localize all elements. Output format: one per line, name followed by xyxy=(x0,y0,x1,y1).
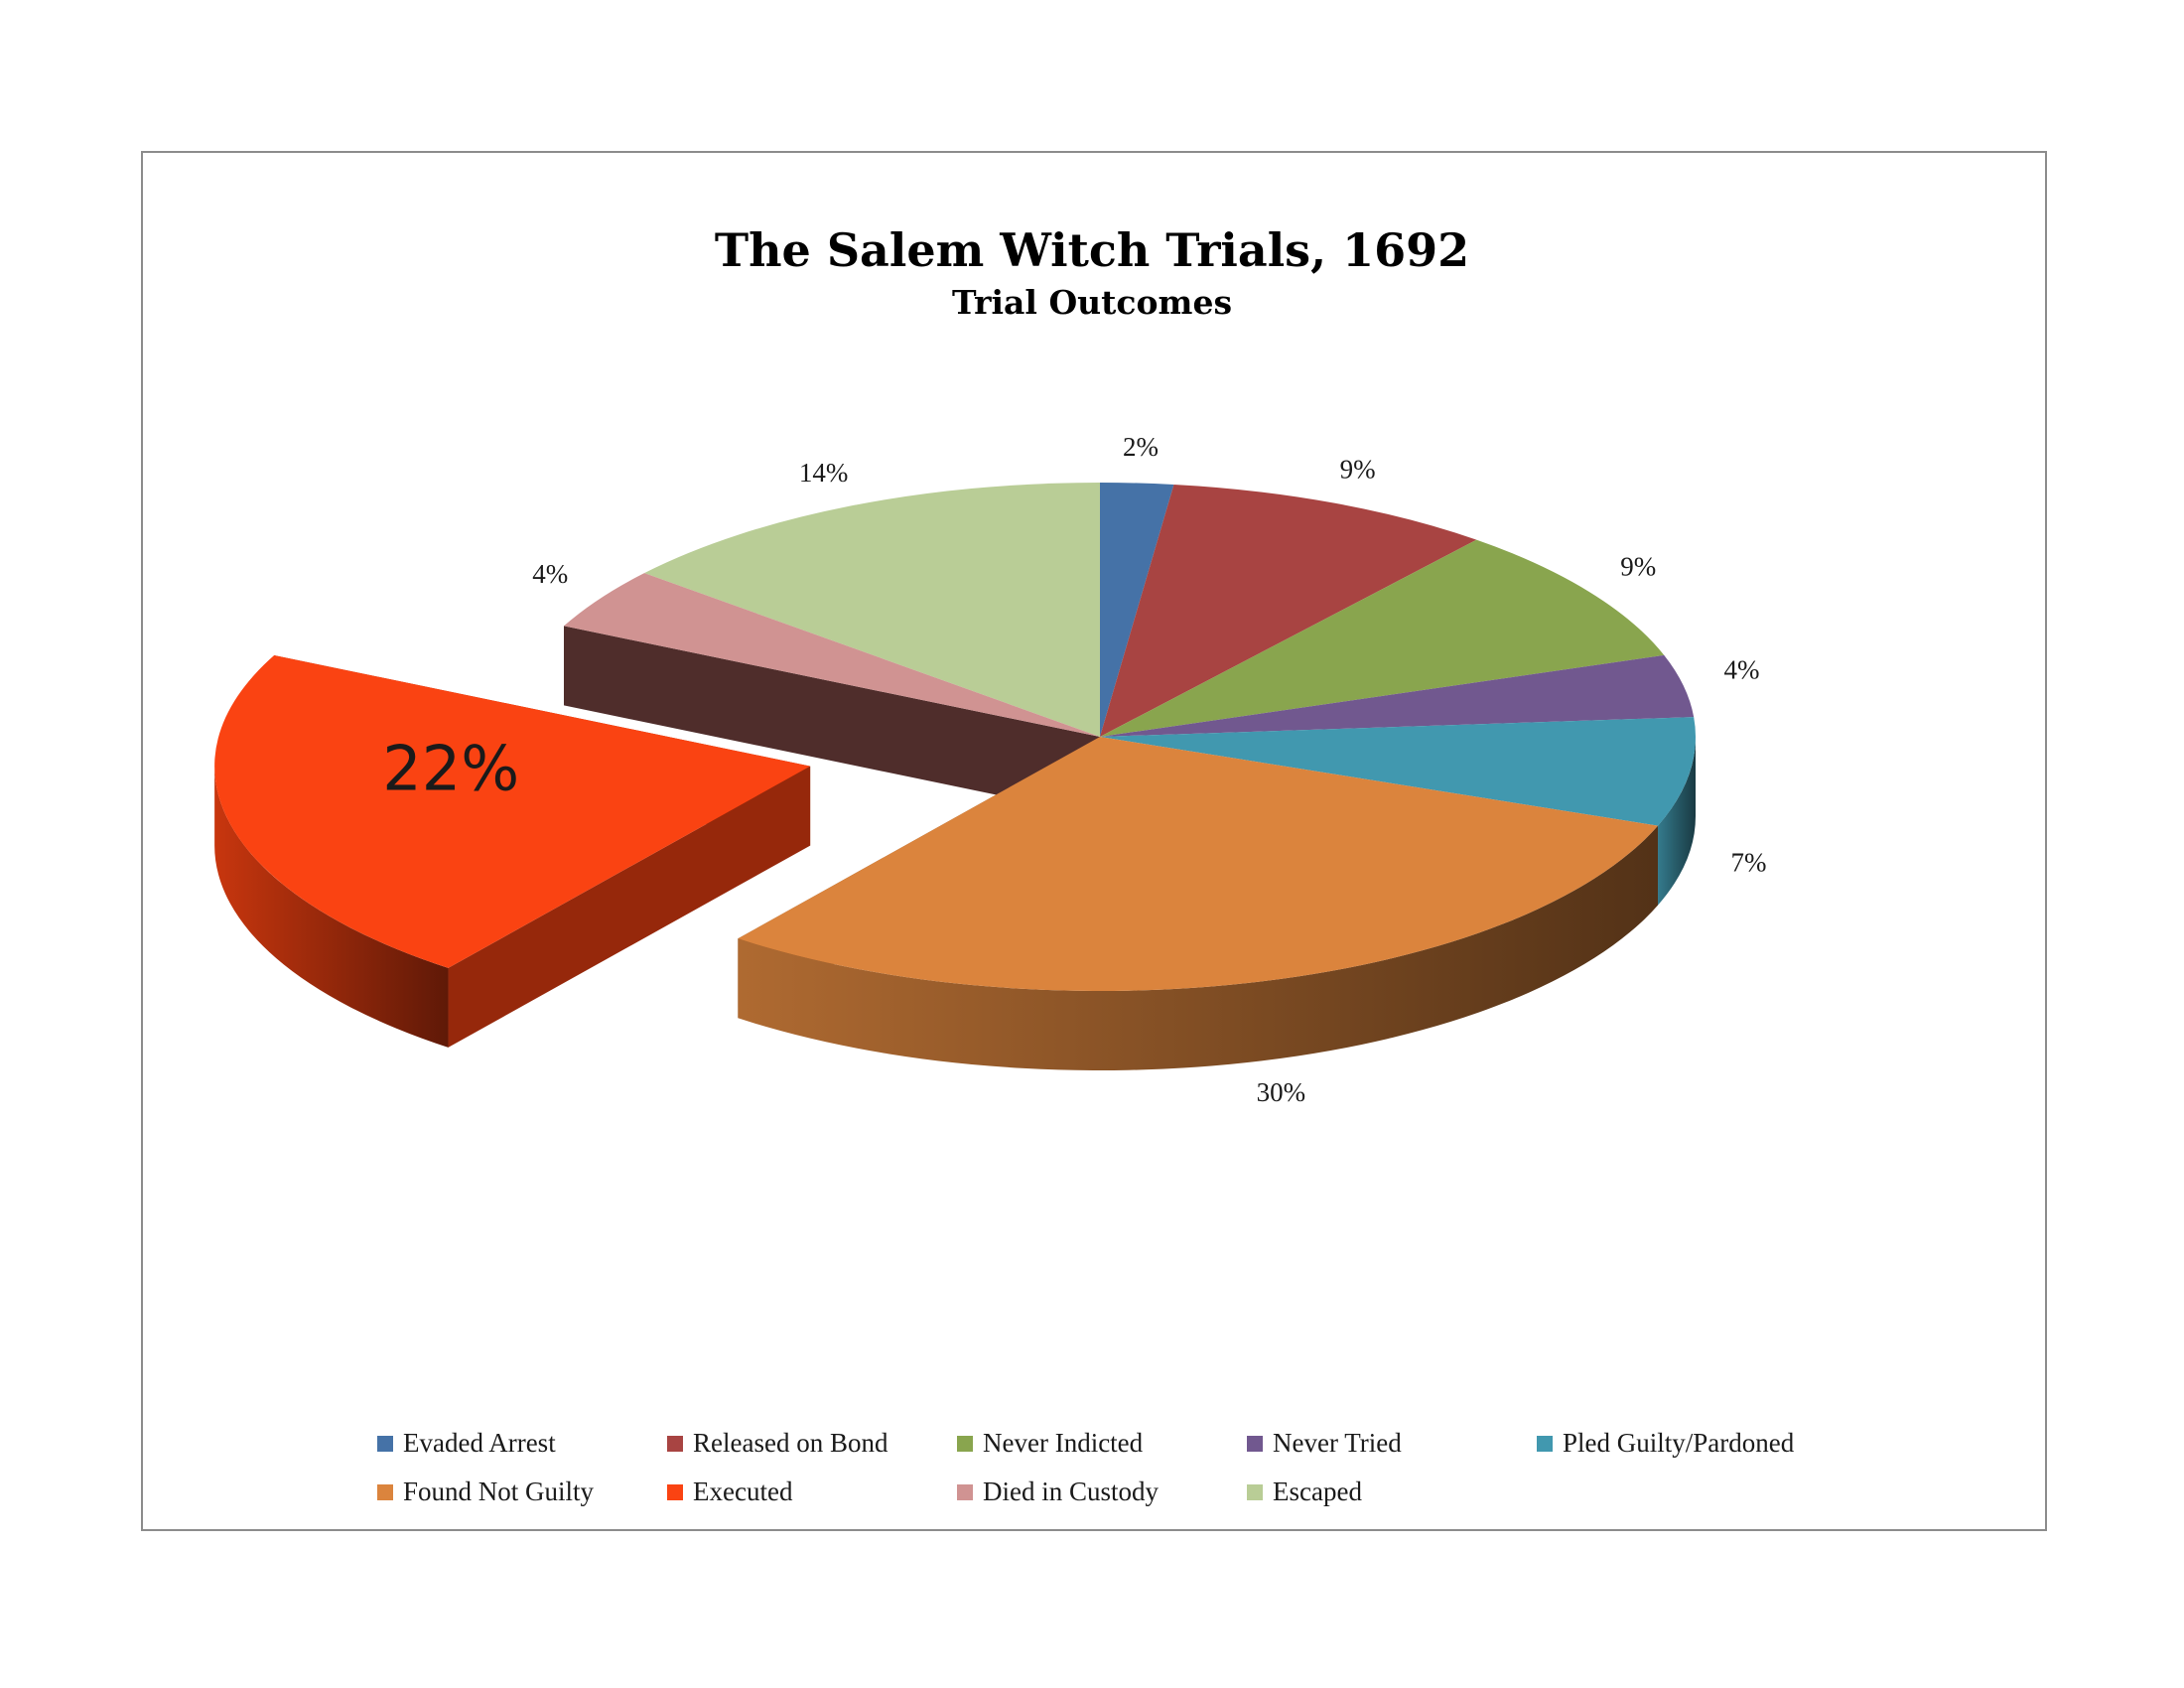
side-wall xyxy=(563,626,1100,816)
legend-swatch xyxy=(957,1435,973,1452)
legend-label: Released on Bond xyxy=(693,1428,888,1458)
pie-slice-found-not-guilty xyxy=(738,737,1659,1070)
slice-top xyxy=(1100,654,1695,737)
slice-outer-wall xyxy=(738,825,1659,1070)
slice-outer-wall xyxy=(214,766,449,1048)
data-label: 9% xyxy=(1620,552,1656,582)
pie-slice-released-on-bond xyxy=(1100,484,1477,737)
legend-item: Executed xyxy=(667,1477,957,1507)
chart-subtitle: Trial Outcomes xyxy=(951,283,1233,322)
data-label: 30% xyxy=(1257,1077,1306,1107)
pie-slice-escaped xyxy=(644,483,1100,737)
legend-item: Escaped xyxy=(1247,1477,1537,1507)
legend-item: Died in Custody xyxy=(957,1477,1247,1507)
slice-top xyxy=(1100,483,1174,737)
legend-label: Died in Custody xyxy=(983,1477,1160,1506)
pie-slice-evaded-arrest xyxy=(1100,483,1174,737)
slice-outer-wall xyxy=(1658,737,1697,906)
legend-item: Released on Bond xyxy=(667,1428,957,1459)
legend-item: Found Not Guilty xyxy=(377,1477,667,1507)
legend-label: Found Not Guilty xyxy=(403,1477,595,1506)
chart-title: The Salem Witch Trials, 1692 xyxy=(714,223,1470,277)
legend-swatch xyxy=(377,1483,393,1500)
legend-label: Pled Guilty/Pardoned xyxy=(1563,1428,1795,1458)
data-label: 4% xyxy=(1724,655,1760,685)
data-label: 2% xyxy=(1123,432,1159,462)
slice-top xyxy=(563,573,1100,737)
legend-swatch xyxy=(1247,1435,1263,1452)
slice-top xyxy=(1100,717,1696,826)
legend-label: Executed xyxy=(693,1477,793,1506)
legend-swatch xyxy=(1247,1483,1263,1500)
slice-top xyxy=(1100,484,1477,737)
legend-label: Never Indicted xyxy=(983,1428,1144,1458)
data-label: 9% xyxy=(1340,454,1376,484)
slice-top xyxy=(738,737,1659,991)
legend-label: Evaded Arrest xyxy=(403,1428,556,1458)
legend: Evaded Arrest Released on Bond Never Indic… xyxy=(377,1428,1926,1507)
legend-label: Never Tried xyxy=(1273,1428,1402,1458)
legend-item: Pled Guilty/Pardoned xyxy=(1537,1428,1827,1459)
data-label: 14% xyxy=(799,458,849,488)
legend-swatch xyxy=(667,1483,683,1500)
slice-top xyxy=(644,483,1100,737)
legend-item: Never Tried xyxy=(1247,1428,1537,1459)
legend-item: Evaded Arrest xyxy=(377,1428,667,1459)
pie-slice-never-indicted xyxy=(1100,539,1665,737)
legend-swatch xyxy=(667,1435,683,1452)
slice-top xyxy=(214,655,811,968)
data-label: 22% xyxy=(382,732,519,804)
pie-slice-died-in-custody xyxy=(563,573,1100,737)
legend-swatch xyxy=(377,1435,393,1452)
legend-item: Never Indicted xyxy=(957,1428,1247,1459)
legend-label: Escaped xyxy=(1273,1477,1362,1506)
slice-top xyxy=(1100,539,1665,737)
pie-slice-pled-guilty-pardoned xyxy=(1100,717,1697,906)
legend-swatch xyxy=(1537,1435,1553,1452)
data-label: 4% xyxy=(532,559,568,589)
pie-slice-never-tried xyxy=(1100,654,1695,737)
pie-slice-executed xyxy=(214,655,811,1048)
legend-swatch xyxy=(957,1483,973,1500)
slice-side-wall xyxy=(448,766,811,1048)
data-label: 7% xyxy=(1731,847,1767,877)
